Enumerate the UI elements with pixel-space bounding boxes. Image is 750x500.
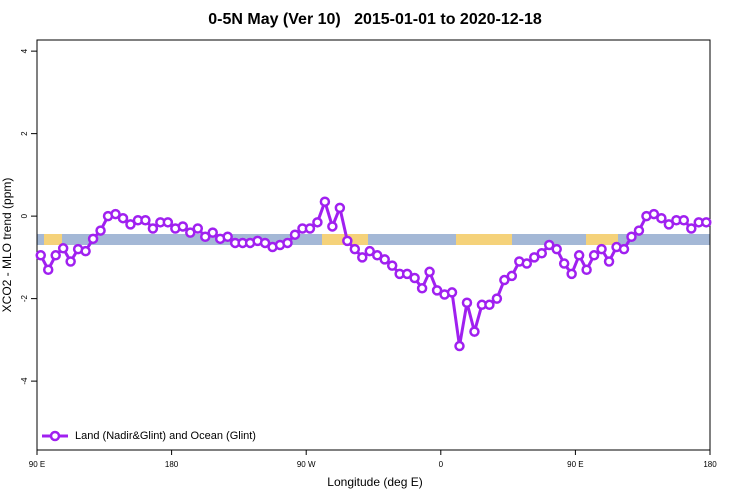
- data-point: [409, 272, 420, 284]
- data-point: [379, 254, 390, 265]
- data-point: [319, 196, 331, 207]
- data-point: [596, 243, 607, 255]
- y-axis-label: XCO2 - MLO trend (ppm): [0, 178, 14, 313]
- data-point: [304, 223, 316, 234]
- data-point: [491, 293, 503, 304]
- data-point: [686, 223, 697, 234]
- data-point: [588, 250, 600, 261]
- data-point: [701, 217, 712, 228]
- data-point: [633, 225, 645, 236]
- data-point: [663, 219, 675, 230]
- data-point: [678, 215, 690, 226]
- y-tick-label: 4: [20, 48, 29, 53]
- data-point: [529, 252, 540, 263]
- x-tick-label: 90 E: [29, 460, 45, 469]
- data-point: [57, 243, 69, 254]
- data-point: [386, 260, 398, 271]
- data-point: [536, 247, 547, 259]
- data-point: [461, 297, 473, 308]
- x-axis-label: Longitude (deg E): [327, 475, 422, 489]
- data-point: [125, 219, 136, 230]
- data-point: [603, 256, 615, 267]
- data-point: [484, 299, 495, 311]
- data-point: [566, 268, 577, 280]
- data-point: [80, 245, 91, 257]
- land-band: [456, 234, 512, 245]
- data-point: [446, 287, 458, 298]
- legend-label: Land (Nadir&Glint) and Ocean (Glint): [75, 430, 256, 442]
- data-point: [469, 326, 480, 337]
- land-band: [586, 234, 618, 245]
- data-point: [117, 212, 129, 224]
- data-point: [521, 258, 533, 269]
- data-point: [573, 250, 585, 261]
- data-point: [162, 217, 174, 228]
- data-point: [334, 202, 346, 214]
- data-point: [35, 250, 46, 261]
- data-point: [147, 223, 159, 234]
- data-point: [342, 235, 353, 247]
- data-point: [543, 239, 555, 251]
- data-point: [551, 243, 562, 255]
- data-point: [65, 256, 76, 267]
- ocean-band: [37, 234, 710, 245]
- x-tick-label: 90 E: [567, 460, 583, 469]
- data-point: [656, 212, 667, 224]
- data-point: [401, 268, 413, 280]
- data-point: [222, 231, 233, 243]
- land-band: [44, 234, 62, 245]
- data-point: [506, 270, 518, 282]
- data-point: [312, 217, 323, 228]
- data-point: [371, 250, 383, 261]
- surface-band: [37, 234, 710, 245]
- data-point: [499, 274, 510, 286]
- chart-title: 0-5N May (Ver 10) 2015-01-01 to 2020-12-…: [208, 11, 542, 28]
- data-point: [200, 231, 211, 243]
- data-point: [282, 237, 293, 249]
- y-tick-label: 0: [20, 213, 29, 218]
- data-point: [626, 231, 637, 243]
- data-point: [364, 245, 376, 257]
- y-tick-label: -4: [20, 377, 29, 385]
- data-point: [327, 221, 338, 232]
- data-point: [558, 258, 570, 269]
- x-tick-label: 180: [703, 460, 717, 469]
- data-point: [177, 221, 189, 232]
- data-point: [207, 227, 218, 238]
- data-point: [454, 340, 465, 352]
- x-tick-label: 180: [165, 460, 179, 469]
- data-point: [192, 223, 204, 234]
- data-point: [424, 266, 435, 278]
- data-point: [416, 283, 428, 294]
- data-point: [349, 243, 361, 255]
- data-point: [431, 285, 443, 296]
- x-tick-label: 0: [439, 460, 444, 469]
- data-point: [259, 237, 271, 249]
- data-point: [581, 264, 592, 275]
- data-point: [357, 252, 368, 263]
- data-point: [289, 229, 301, 240]
- y-tick-label: 2: [20, 131, 29, 136]
- data-point: [185, 227, 196, 238]
- data-point: [618, 243, 630, 255]
- data-point: [110, 208, 121, 220]
- legend-marker: [49, 430, 61, 442]
- data-point: [648, 208, 660, 220]
- y-tick-label: -2: [20, 295, 29, 303]
- data-point: [87, 233, 99, 245]
- x-tick-label: 90 W: [297, 460, 316, 469]
- data-point: [50, 250, 61, 261]
- data-point: [95, 225, 106, 236]
- legend: Land (Nadir&Glint) and Ocean (Glint): [42, 430, 256, 442]
- plot-frame: [36, 39, 711, 451]
- data-point: [42, 264, 54, 275]
- data-point: [140, 215, 151, 226]
